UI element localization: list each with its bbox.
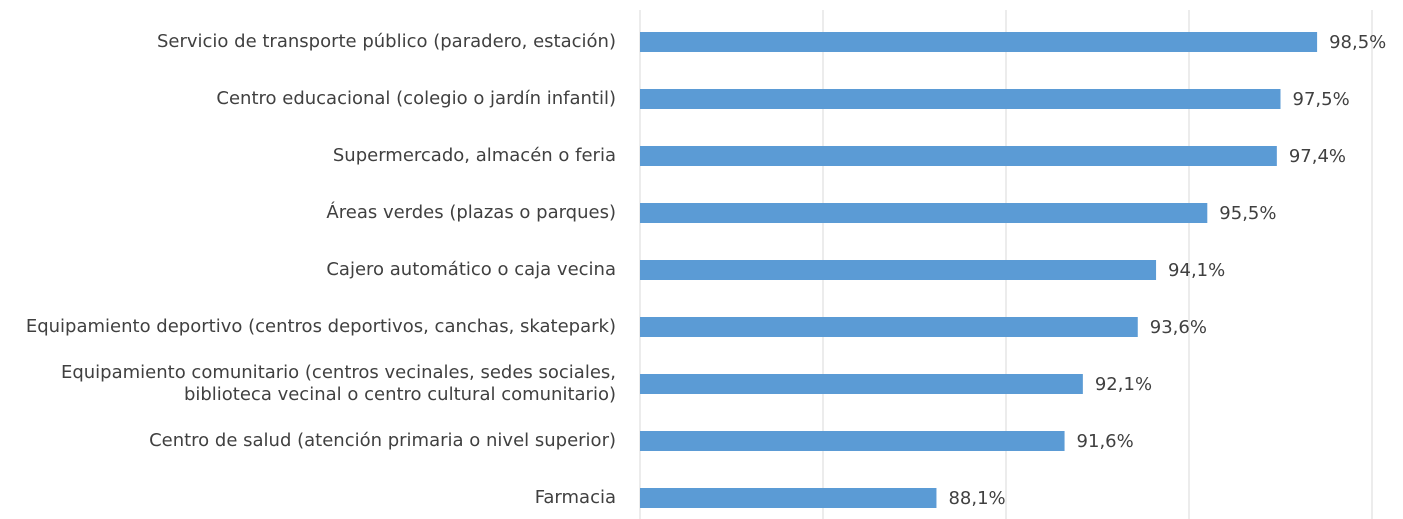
category-label: Farmacia (534, 487, 616, 508)
data-label: 97,4% (1289, 146, 1346, 167)
category-label: Equipamiento comunitario (centros vecina… (60, 362, 616, 405)
category-label: Equipamiento deportivo (centros deportiv… (25, 316, 616, 337)
category-label: Áreas verdes (plazas o parques) (326, 202, 616, 223)
bar (640, 203, 1208, 223)
bar (640, 32, 1318, 52)
data-label: 92,1% (1095, 374, 1152, 395)
category-label: Centro de salud (atención primaria o niv… (149, 430, 616, 451)
data-label: 98,5% (1329, 32, 1386, 53)
bar (640, 260, 1157, 280)
bar (640, 146, 1277, 166)
bar (640, 431, 1065, 451)
category-label: Supermercado, almacén o feria (332, 145, 616, 166)
data-label: 95,5% (1219, 203, 1276, 224)
bar (640, 317, 1138, 337)
data-label: 88,1% (948, 488, 1005, 509)
category-label: Centro educacional (colegio o jardín inf… (216, 88, 616, 109)
category-label: Servicio de transporte público (paradero… (156, 31, 616, 52)
bar (640, 488, 937, 508)
bar (640, 89, 1281, 109)
data-label: 97,5% (1293, 89, 1350, 110)
data-label: 94,1% (1168, 260, 1225, 281)
category-label: Cajero automático o caja vecina (326, 259, 616, 280)
data-label: 91,6% (1077, 431, 1134, 452)
data-label: 93,6% (1150, 317, 1207, 338)
bar (640, 374, 1083, 394)
